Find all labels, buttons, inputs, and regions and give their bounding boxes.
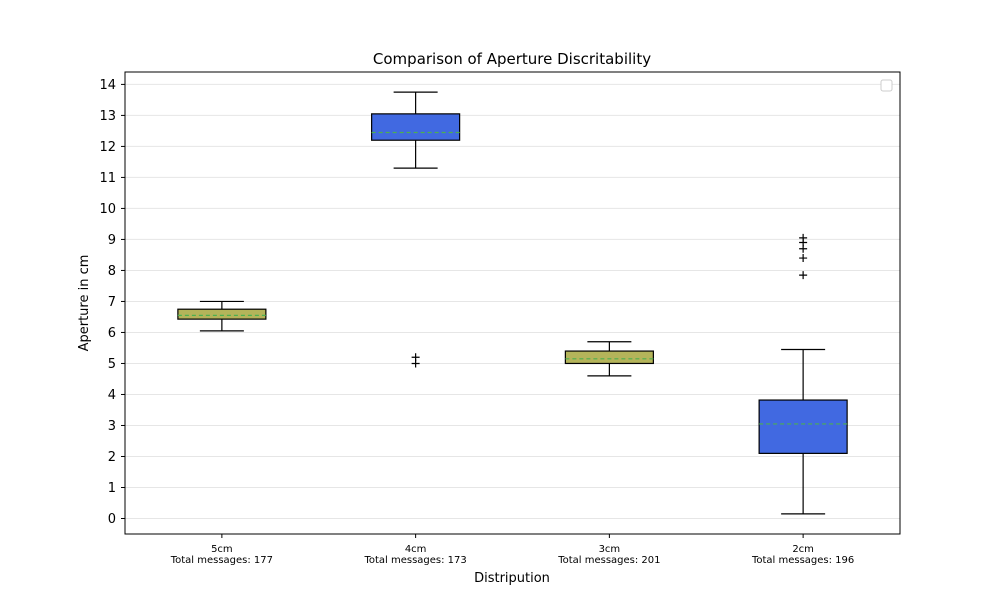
outlier-marker — [799, 254, 808, 263]
y-tick-label: 11 — [99, 171, 116, 186]
x-tick-total-label: Total messages: 196 — [751, 555, 854, 566]
box-2cm — [758, 233, 848, 515]
box-4cm — [371, 91, 461, 368]
y-tick-label: 8 — [108, 264, 116, 279]
y-tick-label: 10 — [99, 202, 116, 217]
y-tick-label: 0 — [108, 512, 116, 527]
outlier-marker — [799, 271, 808, 280]
y-tick-label: 13 — [99, 109, 116, 124]
outlier-marker — [799, 233, 808, 242]
grid-lines — [125, 83, 900, 519]
x-tick-total-label: Total messages: 201 — [557, 555, 660, 566]
box-iqr — [177, 308, 267, 320]
legend-box — [880, 79, 893, 92]
y-axis-label: Aperture in cm — [77, 255, 92, 352]
x-tick-label: 4cm — [405, 544, 427, 555]
y-tick-label: 6 — [108, 326, 116, 341]
box-5cm — [177, 300, 267, 332]
y-tick-label: 7 — [108, 295, 116, 310]
x-tick-label: 5cm — [211, 544, 233, 555]
y-tick-label: 4 — [108, 388, 116, 403]
chart-title: Comparison of Aperture Discritability — [373, 50, 651, 68]
plot-frame — [124, 71, 901, 535]
y-tick-label: 14 — [99, 78, 116, 93]
y-tick-label: 12 — [99, 140, 116, 155]
y-tick-label: 2 — [108, 450, 116, 465]
y-tick-label: 5 — [108, 357, 116, 372]
box-3cm — [564, 341, 654, 377]
box-iqr — [758, 399, 848, 454]
boxes — [177, 91, 848, 515]
y-tick-label: 1 — [108, 481, 116, 496]
box-iqr — [371, 113, 461, 141]
box-iqr — [564, 350, 654, 365]
outlier-marker — [411, 353, 420, 362]
x-tick-total-label: Total messages: 173 — [363, 555, 466, 566]
x-tick-label: 2cm — [792, 544, 814, 555]
y-tick-label: 9 — [108, 233, 116, 248]
x-tick-label: 3cm — [599, 544, 621, 555]
x-tick-total-label: Total messages: 177 — [170, 555, 273, 566]
y-tick-label: 3 — [108, 419, 116, 434]
x-axis-label: Distripution — [474, 571, 550, 586]
